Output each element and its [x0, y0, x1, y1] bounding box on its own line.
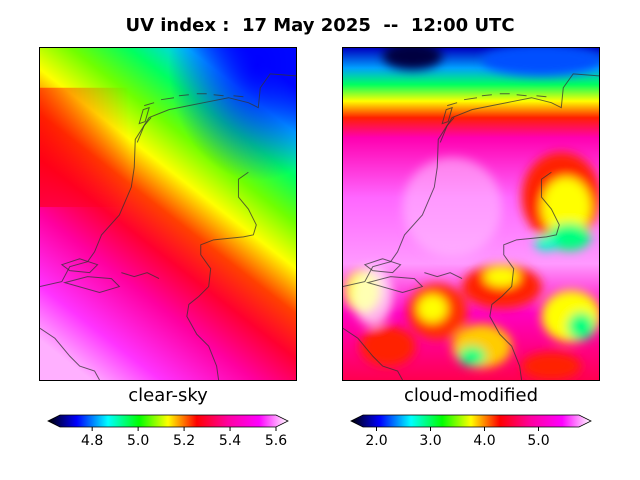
cloud-patches	[344, 48, 599, 380]
colorbar-tick-label: 2.0	[365, 433, 388, 449]
colorbar-tick-label: 5.2	[172, 433, 196, 449]
cloud-modified-label: cloud-modified	[403, 385, 539, 406]
cloud-modified-map	[342, 47, 600, 381]
coastline-outline	[343, 73, 599, 380]
clear-sky-label: clear-sky	[128, 385, 208, 406]
colorbar-tick-label: 5.0	[527, 433, 550, 449]
coastline-outline	[40, 73, 296, 380]
colorbar-tick-label: 5.4	[218, 433, 242, 449]
colorbar-tick-label: 4.8	[81, 433, 104, 449]
clear-sky-map	[39, 47, 297, 381]
colorbar-tick-label: 4.0	[473, 433, 496, 449]
colorbar-tick-label: 3.0	[419, 433, 442, 449]
colorbar-tick-label: 5.0	[126, 433, 150, 449]
clear-sky-colorbar	[47, 412, 289, 431]
chart-title: UV index : 17 May 2025 -- 12:00 UTC	[125, 15, 515, 36]
colorbar-tick-label: 5.6	[264, 433, 288, 449]
cloud-modified-colorbar	[350, 412, 592, 431]
